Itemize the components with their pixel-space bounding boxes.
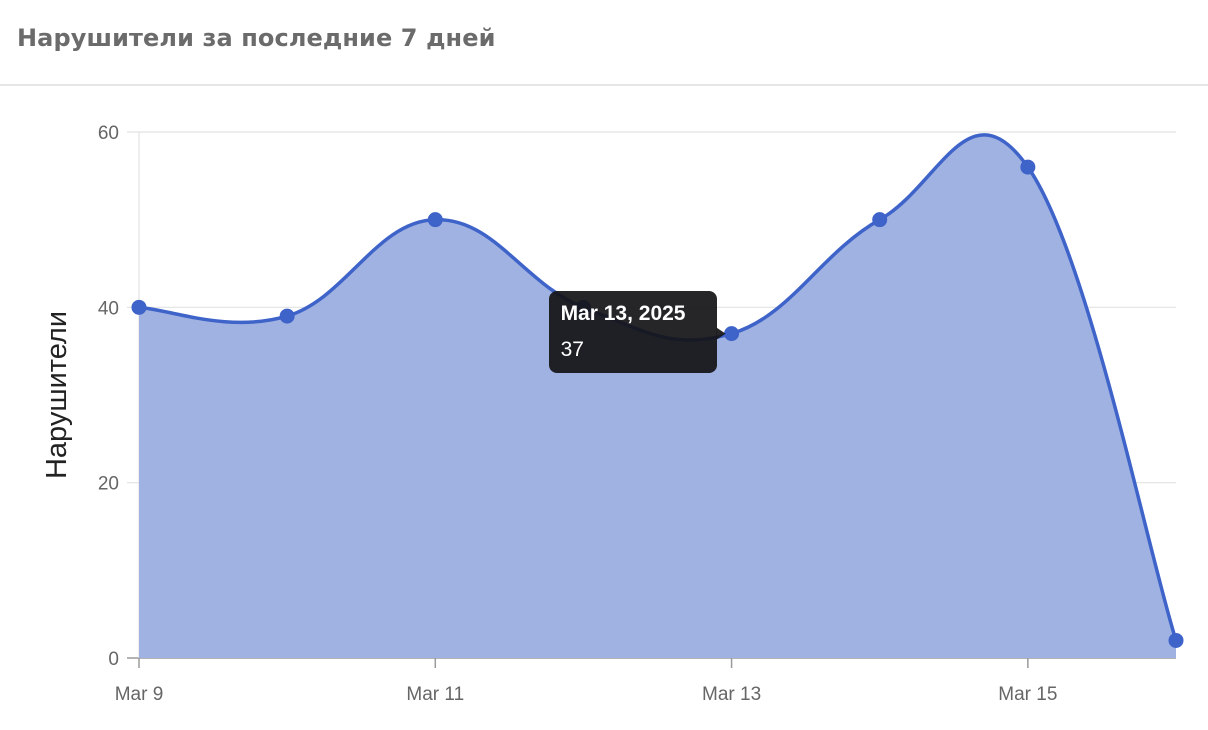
- chart-card-title: Нарушители за последние 7 дней: [17, 24, 496, 52]
- data-point[interactable]: [427, 212, 443, 228]
- data-point[interactable]: [724, 326, 740, 342]
- axes: 0 20 40 60 Mar 9 Mar 11 Mar 13 Mar 15: [98, 123, 1058, 705]
- chart-area: 0 20 40 60 Mar 9 Mar 11 Mar 13 Mar 15 Нарушител…: [0, 88, 1208, 730]
- x-tick-label: Mar 15: [998, 684, 1057, 705]
- x-tick-label: Mar 13: [702, 684, 761, 705]
- x-tick-label: Mar 11: [406, 684, 464, 705]
- data-point[interactable]: [279, 308, 295, 324]
- data-point[interactable]: [1168, 632, 1184, 648]
- y-tick-label: 0: [108, 649, 119, 670]
- data-points[interactable]: [131, 159, 1184, 648]
- tooltip-caret: [716, 327, 726, 340]
- y-tick-label: 20: [98, 474, 119, 495]
- y-tick-label: 60: [98, 123, 119, 144]
- chart-tooltip: Mar 13, 2025 37: [548, 290, 717, 373]
- card-header: Нарушители за последние 7 дней: [0, 0, 1208, 86]
- x-tick-label: Mar 9: [115, 684, 164, 705]
- data-point[interactable]: [1020, 159, 1036, 175]
- data-point[interactable]: [131, 299, 147, 315]
- data-point[interactable]: [872, 212, 888, 228]
- series-fill: [139, 134, 1176, 659]
- series-area: [138, 133, 1178, 659]
- y-axis-title: Нарушители: [41, 311, 73, 479]
- tooltip-value: 37: [560, 337, 584, 361]
- area-chart[interactable]: 0 20 40 60 Mar 9 Mar 11 Mar 13 Mar 15 Нарушител…: [0, 88, 1208, 730]
- tooltip-title: Mar 13, 2025: [560, 301, 686, 325]
- y-tick-label: 40: [98, 298, 119, 319]
